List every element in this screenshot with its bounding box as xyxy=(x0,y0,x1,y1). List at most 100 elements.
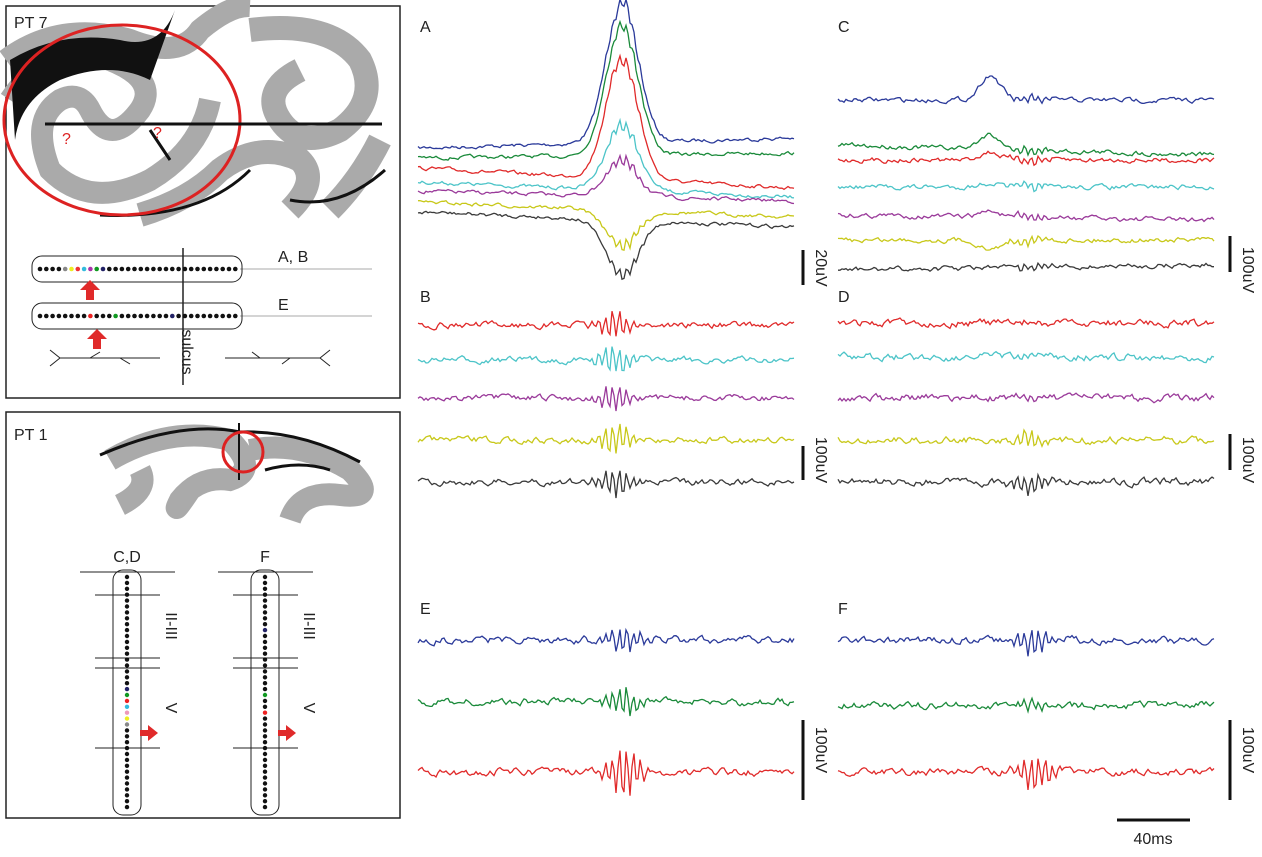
trace xyxy=(838,630,1214,656)
electrode xyxy=(63,314,68,319)
electrode xyxy=(214,267,219,272)
layer-label: V xyxy=(162,703,179,714)
electrode xyxy=(125,593,129,597)
electrode xyxy=(101,314,106,319)
electrode xyxy=(263,793,267,797)
electrode xyxy=(263,716,267,720)
electrode xyxy=(263,781,267,785)
scale-label: 20uV xyxy=(812,249,829,287)
electrode xyxy=(263,593,267,597)
electrode xyxy=(263,669,267,673)
electrode xyxy=(263,740,267,744)
electrode xyxy=(208,314,213,319)
page: {"pt7": {"label": "PT 7", "marker": "?",… xyxy=(0,0,1262,857)
electrode xyxy=(125,675,129,679)
electrode xyxy=(263,575,267,579)
electrode xyxy=(227,314,232,319)
electrode xyxy=(125,705,129,709)
question-mark: ? xyxy=(153,125,162,142)
electrode xyxy=(101,267,106,272)
electrode xyxy=(157,314,162,319)
electrode xyxy=(263,598,267,602)
electrode xyxy=(195,267,200,272)
layer-label: II-III xyxy=(162,612,179,640)
trace xyxy=(418,22,794,160)
shape xyxy=(140,725,296,741)
electrode xyxy=(263,787,267,791)
electrode xyxy=(63,267,68,272)
trace xyxy=(838,430,1214,446)
electrode xyxy=(139,267,144,272)
electrode xyxy=(145,314,150,319)
electrode xyxy=(263,610,267,614)
electrode xyxy=(220,314,225,319)
electrode xyxy=(125,657,129,661)
electrode xyxy=(125,758,129,762)
electrode xyxy=(94,267,99,272)
electrode xyxy=(125,628,129,632)
electrode xyxy=(69,314,74,319)
electrode xyxy=(107,314,112,319)
electrode xyxy=(164,267,169,272)
electrode xyxy=(263,764,267,768)
electrode xyxy=(125,687,129,691)
electrode xyxy=(195,314,200,319)
trace xyxy=(838,76,1214,104)
trace xyxy=(838,698,1214,711)
electrode xyxy=(88,314,93,319)
electrode xyxy=(263,646,267,650)
electrode xyxy=(263,705,267,709)
trace xyxy=(838,393,1214,403)
electrode xyxy=(57,314,62,319)
electrode xyxy=(76,314,81,319)
electrode xyxy=(263,622,267,626)
electrode xyxy=(125,805,129,809)
panel-label: B xyxy=(420,289,431,306)
electrode xyxy=(263,675,267,679)
trace xyxy=(838,352,1214,363)
electrode xyxy=(107,267,112,272)
electrode xyxy=(125,669,129,673)
electrode xyxy=(125,799,129,803)
electrode xyxy=(233,314,238,319)
electrode xyxy=(82,314,87,319)
trace xyxy=(418,201,794,251)
electrode xyxy=(125,728,129,732)
electrode xyxy=(263,693,267,697)
trace xyxy=(838,181,1214,191)
electrode xyxy=(263,687,267,691)
panel-label: D xyxy=(838,289,850,306)
electrode xyxy=(88,267,93,272)
panel-label: F xyxy=(838,601,848,618)
shape xyxy=(803,236,1230,820)
electrode xyxy=(125,781,129,785)
electrode xyxy=(151,314,156,319)
electrode xyxy=(125,604,129,608)
electrode xyxy=(38,314,43,319)
body: PT 7 ? ? A, B E sulcus PT 1 C,D F II-III… xyxy=(0,0,1262,857)
electrode xyxy=(125,646,129,650)
electrode xyxy=(125,652,129,656)
electrode xyxy=(183,267,188,272)
electrode xyxy=(125,693,129,697)
trace xyxy=(838,236,1214,250)
electrode xyxy=(125,734,129,738)
scale-label: 100uV xyxy=(1239,727,1256,774)
electrode xyxy=(125,699,129,703)
electrode xyxy=(263,657,267,661)
electrode xyxy=(263,758,267,762)
electrode xyxy=(176,267,181,272)
trace xyxy=(838,151,1214,165)
trace xyxy=(838,263,1214,271)
trace xyxy=(418,751,794,796)
electrode xyxy=(263,775,267,779)
electrode xyxy=(189,314,194,319)
electrode xyxy=(263,734,267,738)
trace xyxy=(418,386,794,411)
electrode xyxy=(202,267,207,272)
electrode xyxy=(176,314,181,319)
electrode xyxy=(125,616,129,620)
sulcus-label: sulcus xyxy=(178,329,195,374)
electrode xyxy=(263,634,267,638)
layer-label: V xyxy=(300,703,317,714)
